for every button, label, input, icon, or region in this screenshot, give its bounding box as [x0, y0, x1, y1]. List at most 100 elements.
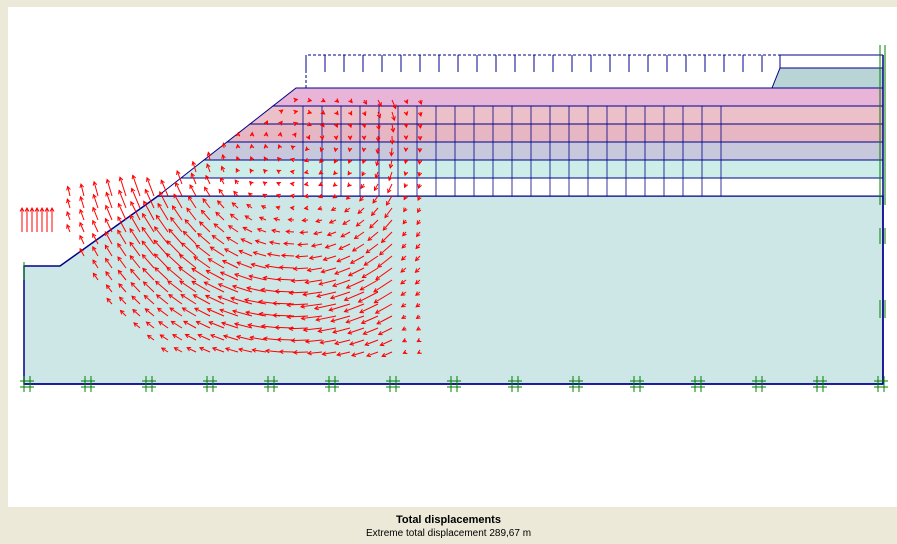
displacement-arrow — [240, 238, 253, 245]
arrow-shaft — [232, 310, 253, 317]
displacement-arrow — [216, 200, 225, 209]
arrow-head — [197, 333, 203, 339]
arrow-head — [367, 236, 373, 242]
displacement-arrow — [317, 193, 323, 199]
displacement-arrow — [234, 273, 253, 281]
output-canvas[interactable] — [8, 7, 897, 507]
arrow-head — [198, 221, 204, 226]
displacement-arrow — [129, 214, 141, 233]
arrow-shaft — [389, 159, 393, 169]
arrow-head — [159, 191, 164, 196]
displacement-arrow — [117, 202, 127, 221]
arrow-shaft — [189, 184, 197, 197]
arrow-head — [320, 97, 326, 103]
displacement-arrow — [249, 131, 255, 137]
displacement-arrow — [104, 217, 113, 233]
arrow-shaft — [265, 350, 281, 353]
arrow-head — [415, 302, 421, 308]
arrow-head — [274, 325, 280, 330]
arrow-shaft — [334, 267, 351, 275]
arrow-shaft — [361, 315, 379, 324]
displacement-arrow — [92, 219, 99, 233]
displacement-arrow — [130, 187, 141, 209]
displacement-arrow — [317, 327, 337, 334]
arrow-shaft — [336, 255, 351, 262]
arrow-head — [221, 259, 227, 265]
arrow-head — [205, 174, 210, 180]
displacement-arrow — [304, 146, 310, 152]
arrow-shaft — [252, 349, 267, 353]
arrow-head — [92, 246, 97, 251]
fixity-hash-icon — [813, 376, 827, 392]
arrow-head — [92, 232, 97, 238]
arrow-shaft — [400, 267, 407, 273]
arrow-head — [343, 308, 349, 313]
displacement-arrow — [331, 279, 351, 288]
arrow-head — [403, 171, 409, 177]
displacement-arrow — [173, 193, 183, 209]
arrow-shaft — [168, 294, 183, 305]
arrow-shaft — [213, 223, 225, 233]
arrow-head — [360, 184, 365, 190]
displacement-arrow — [289, 181, 295, 187]
arrow-head — [235, 155, 241, 161]
arrow-head — [273, 217, 279, 222]
arrow-head — [403, 159, 409, 165]
displacement-arrow — [166, 240, 183, 257]
arrow-head — [403, 99, 409, 105]
arrow-head — [219, 308, 225, 314]
arrow-shaft — [92, 259, 99, 269]
arrow-shaft — [374, 291, 393, 304]
displacement-arrow — [145, 321, 155, 329]
arrow-shaft — [104, 244, 113, 257]
displacement-plot[interactable] — [8, 7, 897, 507]
displacement-arrow — [332, 182, 338, 187]
displacement-arrow — [92, 246, 99, 257]
arrow-head — [257, 299, 263, 305]
arrow-shaft — [117, 230, 127, 245]
arrow-shaft — [144, 189, 155, 209]
arrow-head — [49, 206, 55, 212]
arrow-shaft — [208, 258, 225, 269]
arrow-shaft — [154, 253, 169, 269]
arrow-shaft — [117, 243, 127, 257]
displacement-arrow — [320, 110, 326, 115]
fixity-side-icon — [879, 45, 886, 205]
displacement-arrow — [79, 195, 85, 209]
arrow-head — [401, 314, 407, 319]
displacement-arrow — [318, 170, 324, 175]
displacement-arrow — [131, 295, 141, 305]
arrow-head — [372, 198, 377, 204]
displacement-arrow — [402, 349, 408, 354]
arrow-head — [144, 188, 149, 194]
arrow-shaft — [182, 307, 197, 317]
arrow-shaft — [205, 175, 211, 185]
displacement-arrow — [206, 151, 212, 161]
arrow-shaft — [244, 215, 253, 221]
displacement-arrow — [155, 294, 169, 305]
arrow-shaft — [207, 308, 225, 317]
arrow-shaft — [106, 179, 113, 197]
displacement-arrow — [178, 254, 197, 269]
displacement-arrow — [184, 333, 197, 341]
arrow-shaft — [207, 152, 211, 161]
arrow-head — [129, 268, 135, 274]
displacement-arrow — [333, 122, 339, 128]
arrow-head — [182, 230, 188, 236]
arrow-head — [328, 219, 334, 224]
arrow-head — [233, 190, 238, 196]
arrow-shaft — [287, 303, 309, 306]
load-frame — [305, 54, 780, 88]
displacement-arrow — [154, 280, 169, 293]
arrow-head — [262, 193, 268, 198]
arrow-head — [333, 135, 339, 141]
fixity-hash-icon — [325, 376, 339, 392]
displacement-arrow — [417, 147, 423, 153]
arrow-shaft — [279, 266, 295, 269]
arrow-head — [400, 279, 406, 285]
arrow-shaft — [265, 265, 281, 269]
arrow-shaft — [321, 267, 337, 273]
displacement-arrow — [333, 158, 339, 164]
arrow-head — [373, 298, 379, 304]
arrow-head — [153, 226, 159, 232]
